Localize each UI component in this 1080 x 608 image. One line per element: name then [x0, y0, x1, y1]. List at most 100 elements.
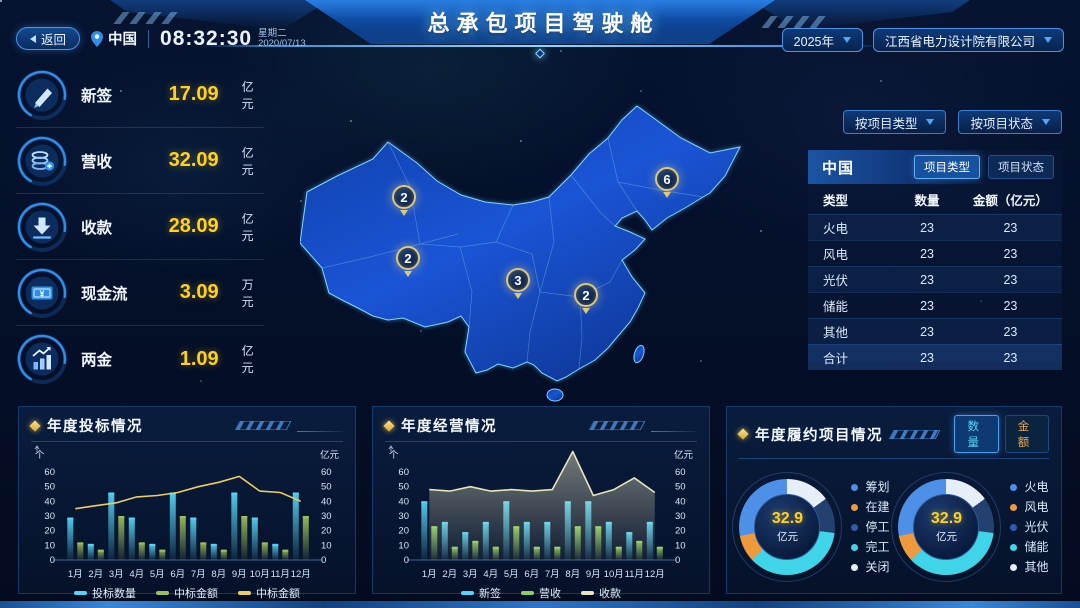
svg-text:60: 60 [675, 467, 686, 478]
kpi-label: 收款 [81, 219, 113, 237]
legend-item[interactable]: 其他 [1010, 560, 1049, 574]
tab-project-type[interactable]: 项目类型 [914, 155, 980, 179]
year-select[interactable]: 2025年 [781, 28, 863, 52]
toggle-amount[interactable]: 金额 [1004, 415, 1049, 453]
kpi-unit: 亿元 [241, 211, 254, 243]
svg-text:20: 20 [44, 526, 55, 537]
title-underline [200, 45, 880, 47]
legend-item[interactable]: 储能 [1010, 540, 1049, 554]
filter-by-status-label: 按项目状态 [970, 116, 1033, 131]
company-select[interactable]: 江西省电力设计院有限公司 [872, 28, 1064, 52]
legend-swatch [74, 591, 87, 595]
legend-item[interactable]: 停工 [851, 520, 890, 534]
donut-unit: 亿元 [776, 531, 798, 543]
svg-text:5月: 5月 [504, 569, 519, 580]
bidding-chart-panel: 年度投标情况 个 亿元 0 0 10 10 20 20 30 30 40 40 50 50 60 60 1月 2月… [18, 406, 356, 600]
legend-item[interactable]: 关闭 [851, 560, 890, 574]
toggle-count[interactable]: 数量 [954, 415, 999, 453]
chevron-down-icon [1044, 37, 1052, 43]
map-marker[interactable]: 2 [392, 185, 416, 209]
svg-text:10: 10 [675, 540, 686, 551]
filter-by-type-button[interactable]: 按项目类型 [842, 110, 947, 134]
location-indicator[interactable]: 中国 [91, 28, 137, 49]
svg-text:30: 30 [44, 511, 55, 522]
legend-item[interactable]: 中标金额 [238, 585, 300, 601]
table-row[interactable]: 风电 23 23 [808, 240, 1062, 266]
legend-item[interactable]: 投标数量 [74, 585, 136, 601]
header-streak-left [113, 12, 183, 24]
china-map-svg [299, 105, 742, 402]
legend-item[interactable]: 完工 [851, 540, 890, 554]
table-row-total[interactable]: 合计 23 23 [808, 344, 1062, 370]
legend-item[interactable]: 在建 [851, 500, 890, 514]
kpi-item-revenue[interactable]: 营收 32.09 亿元 [16, 128, 264, 194]
status-donut-chart[interactable]: 32.9 亿元 [732, 472, 843, 582]
kpi-unit: 亿元 [241, 79, 254, 111]
svg-text:1月: 1月 [68, 569, 83, 580]
tab-project-status[interactable]: 项目状态 [988, 155, 1054, 179]
clock-time: 08:32:30 [160, 26, 253, 50]
col-amount: 金额（亿元） [972, 193, 1048, 208]
kpi-item-collection[interactable]: 收款 28.09 亿元 [16, 194, 264, 260]
panel-title-bar: 年度履约项目情况 数量 金额 [737, 415, 1049, 459]
svg-text:3月: 3月 [109, 569, 124, 580]
table-column-headers: 类型 数量 金额（亿元） [808, 184, 1062, 214]
filter-by-status-button[interactable]: 按项目状态 [958, 110, 1062, 134]
legend-swatch [581, 591, 594, 595]
kpi-value: 17.09 [168, 83, 219, 105]
legend-item[interactable]: 筹划 [851, 480, 890, 494]
legend-item[interactable]: 收款 [581, 585, 621, 601]
legend-item[interactable]: 光伏 [1010, 520, 1049, 534]
legend-item[interactable]: 营收 [521, 585, 561, 601]
table-row[interactable]: 火电 23 23 [808, 214, 1062, 240]
svg-text:2月: 2月 [88, 569, 103, 580]
svg-text:12月: 12月 [291, 569, 311, 580]
top-header: 总承包项目驾驶舱 返回 中国 08:32:30 星期二 [0, 0, 1080, 59]
legend-swatch [521, 591, 534, 595]
year-select-value: 2025年 [793, 34, 834, 49]
table-row[interactable]: 其他 23 23 [808, 318, 1062, 344]
svg-text:6月: 6月 [170, 569, 185, 580]
svg-text:个: 个 [389, 450, 399, 461]
kpi-value: 32.09 [168, 149, 219, 171]
hatch-decoration [888, 429, 941, 439]
table-row[interactable]: 储能 23 23 [808, 292, 1062, 318]
type-donut-chart[interactable]: 32.9 亿元 [891, 472, 1002, 582]
table-row[interactable]: 光伏 23 23 [808, 266, 1062, 292]
region-table-header: 中国 项目类型 项目状态 [808, 150, 1062, 184]
svg-text:9月: 9月 [586, 569, 601, 580]
title-diamond-icon [535, 48, 545, 59]
kpi-label: 营收 [81, 153, 113, 171]
svg-text:60: 60 [44, 467, 55, 478]
legend-dot [1010, 543, 1018, 551]
map-marker[interactable]: 2 [396, 246, 420, 270]
legend-dot [851, 563, 859, 571]
legend-item[interactable]: 中标金额 [156, 585, 218, 601]
clock-weekday: 星期二 [258, 27, 287, 39]
svg-text:0: 0 [50, 555, 55, 566]
svg-text:20: 20 [398, 526, 409, 537]
map-marker[interactable]: 6 [655, 167, 679, 191]
chevron-down-icon [926, 119, 935, 125]
legend-swatch [238, 591, 251, 595]
page-title: 总承包项目驾驶舱 [427, 11, 660, 36]
kpi-item-cashflow[interactable]: ¥ 现金流 3.09 万元 [16, 260, 264, 326]
kpi-value: 28.09 [168, 215, 219, 237]
back-button[interactable]: 返回 [16, 27, 81, 50]
svg-text:30: 30 [398, 511, 409, 522]
kpi-item-new-sign[interactable]: 新签 17.09 亿元 [16, 62, 264, 128]
map-marker[interactable]: 2 [574, 283, 598, 307]
region-name: 中国 [822, 159, 855, 177]
svg-text:10: 10 [44, 540, 55, 551]
svg-text:10月: 10月 [250, 569, 270, 580]
legend-item[interactable]: 新签 [461, 585, 501, 601]
gauges-row: 32.9 亿元 筹划 在建 停工 完工 关闭 32.9 亿元 [727, 459, 1061, 582]
kpi-value: 3.09 [179, 281, 219, 303]
bar-chart-icon [17, 334, 67, 384]
map-marker[interactable]: 3 [506, 268, 530, 292]
kpi-item-two-funds[interactable]: 两金 1.09 亿元 [16, 326, 264, 392]
svg-text:50: 50 [675, 482, 686, 493]
legend-item[interactable]: 火电 [1010, 480, 1049, 494]
legend-item[interactable]: 风电 [1010, 500, 1049, 514]
pen-icon [17, 69, 67, 120]
